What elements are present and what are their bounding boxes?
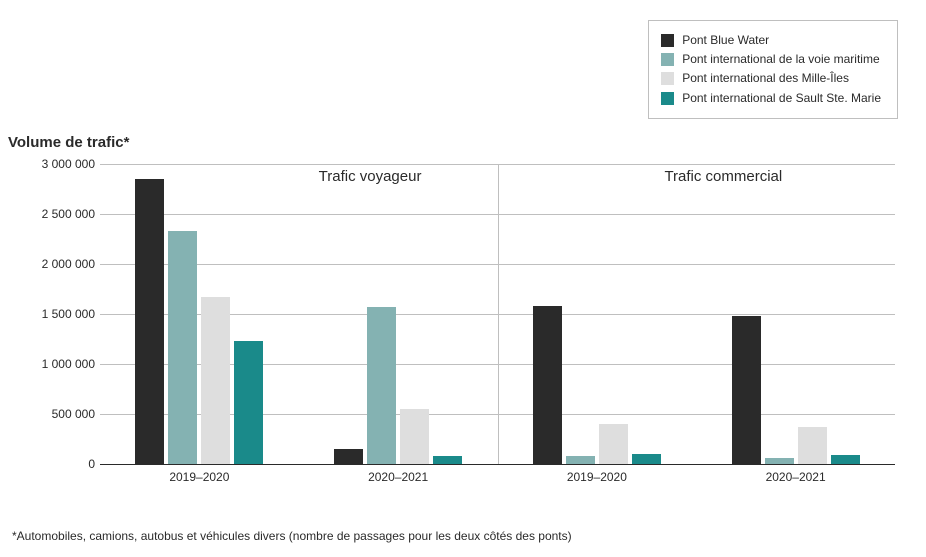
bar-mille_iles	[400, 409, 429, 464]
bar-voie_maritime	[765, 458, 794, 465]
y-axis-title: Volume de trafic*	[8, 134, 129, 151]
y-tick-label: 500 000	[52, 407, 95, 421]
y-tick-label: 1 500 000	[42, 307, 95, 321]
legend-label: Pont international de la voie maritime	[682, 50, 879, 69]
gridline	[100, 464, 895, 465]
legend-swatch	[661, 72, 674, 85]
y-tick-label: 2 000 000	[42, 257, 95, 271]
y-tick-label: 0	[88, 457, 95, 471]
panel-title-voyageur: Trafic voyageur	[319, 168, 422, 185]
x-tick-label: 2020–2021	[766, 470, 826, 484]
bar-voie_maritime	[367, 307, 396, 464]
traffic-volume-chart: Pont Blue Water Pont international de la…	[0, 0, 926, 557]
bar-sault	[831, 455, 860, 464]
bar-blue_water	[135, 179, 164, 464]
bar-sault	[234, 341, 263, 464]
bar-voie_maritime	[566, 456, 595, 464]
legend-swatch	[661, 53, 674, 66]
panel-divider	[498, 164, 499, 464]
x-tick-label: 2019–2020	[169, 470, 229, 484]
bar-sault	[433, 456, 462, 464]
footnote: *Automobiles, camions, autobus et véhicu…	[12, 529, 572, 543]
legend-label: Pont international des Mille-Îles	[682, 69, 849, 88]
x-tick-label: 2020–2021	[368, 470, 428, 484]
x-axis-labels: 2019–2020 2020–2021 2019–2020 2020–2021	[100, 470, 895, 490]
plot-area: Trafic voyageur Trafic commercial	[100, 164, 895, 464]
y-tick-label: 1 000 000	[42, 357, 95, 371]
bar-sault	[632, 454, 661, 464]
bar-mille_iles	[798, 427, 827, 464]
legend-swatch	[661, 92, 674, 105]
legend-item: Pont international de Sault Ste. Marie	[661, 89, 881, 108]
legend-item: Pont Blue Water	[661, 31, 881, 50]
x-tick-label: 2019–2020	[567, 470, 627, 484]
y-axis-labels: 0500 0001 000 0001 500 0002 000 0002 500…	[20, 164, 95, 464]
legend-label: Pont Blue Water	[682, 31, 769, 50]
bar-mille_iles	[599, 424, 628, 464]
y-tick-label: 3 000 000	[42, 157, 95, 171]
bar-voie_maritime	[168, 231, 197, 464]
legend-item: Pont international des Mille-Îles	[661, 69, 881, 88]
bar-mille_iles	[201, 297, 230, 464]
legend-item: Pont international de la voie maritime	[661, 50, 881, 69]
bar-blue_water	[334, 449, 363, 464]
legend-label: Pont international de Sault Ste. Marie	[682, 89, 881, 108]
y-tick-label: 2 500 000	[42, 207, 95, 221]
legend-swatch	[661, 34, 674, 47]
bar-blue_water	[533, 306, 562, 464]
panel-title-commercial: Trafic commercial	[664, 168, 782, 185]
bar-blue_water	[732, 316, 761, 464]
legend: Pont Blue Water Pont international de la…	[648, 20, 898, 119]
